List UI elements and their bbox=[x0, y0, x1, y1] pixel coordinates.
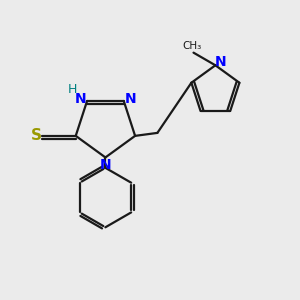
Text: N: N bbox=[124, 92, 136, 106]
Text: S: S bbox=[31, 128, 42, 143]
Text: H: H bbox=[68, 82, 77, 96]
Text: N: N bbox=[100, 158, 111, 172]
Text: CH₃: CH₃ bbox=[182, 41, 202, 51]
Text: N: N bbox=[215, 55, 226, 69]
Text: N: N bbox=[75, 92, 86, 106]
